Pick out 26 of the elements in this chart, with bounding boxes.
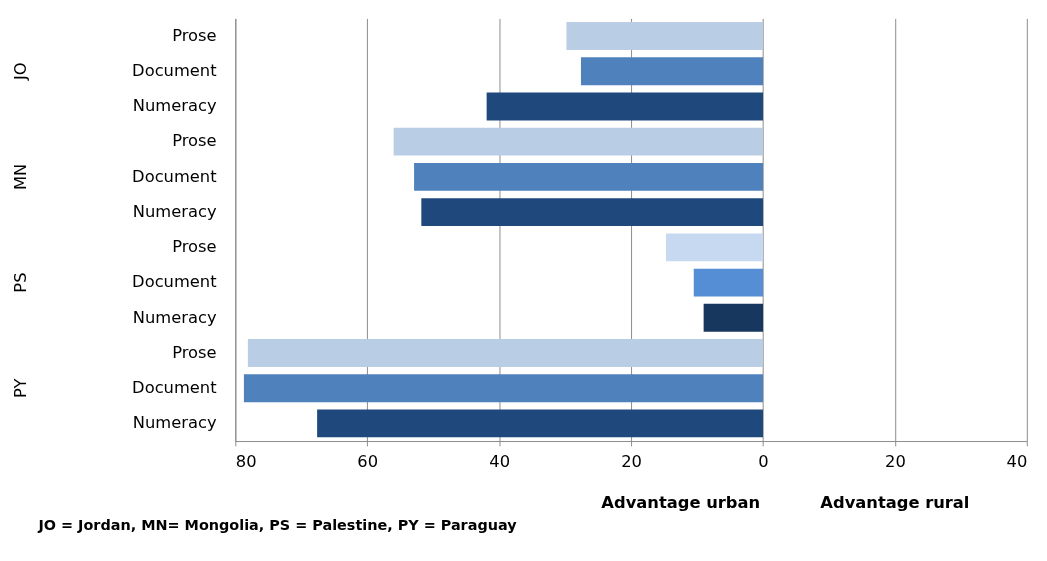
- y-tick-label: Document: [132, 61, 217, 81]
- x-tick-label: 60: [357, 451, 379, 471]
- text: Advantage urban: [601, 493, 761, 513]
- y-tick-label: Prose: [172, 25, 217, 45]
- text: PY: [10, 378, 30, 398]
- text: JO = Jordan, MN= Mongolia, PS = Palestine, PY = Paraguay: [37, 517, 518, 534]
- text: PS: [10, 272, 30, 293]
- y-tick-label: Prose: [172, 342, 217, 362]
- y-tick-label: Numeracy: [132, 307, 217, 327]
- y-tick-label: Document: [132, 378, 217, 398]
- x-tick-label: 40: [489, 451, 511, 471]
- y-tick-label: Numeracy: [132, 413, 217, 433]
- x-tick-label: 20: [621, 451, 642, 471]
- y-tick-label: Numeracy: [132, 96, 217, 116]
- text: JO: [10, 62, 30, 82]
- x-tick-label: 80: [235, 451, 257, 471]
- y-tick-label: Prose: [172, 237, 217, 257]
- x-tick-label: 40: [1006, 451, 1028, 471]
- y-tick-label: Document: [132, 166, 217, 186]
- y-tick-label: Document: [132, 272, 217, 292]
- text: MN: [10, 163, 30, 191]
- x-tick-label: 20: [885, 451, 906, 471]
- x-tick-label: 0: [758, 451, 769, 471]
- text: Advantage rural: [820, 493, 970, 513]
- y-tick-label: Numeracy: [132, 201, 217, 221]
- y-tick-label: Prose: [172, 131, 217, 151]
